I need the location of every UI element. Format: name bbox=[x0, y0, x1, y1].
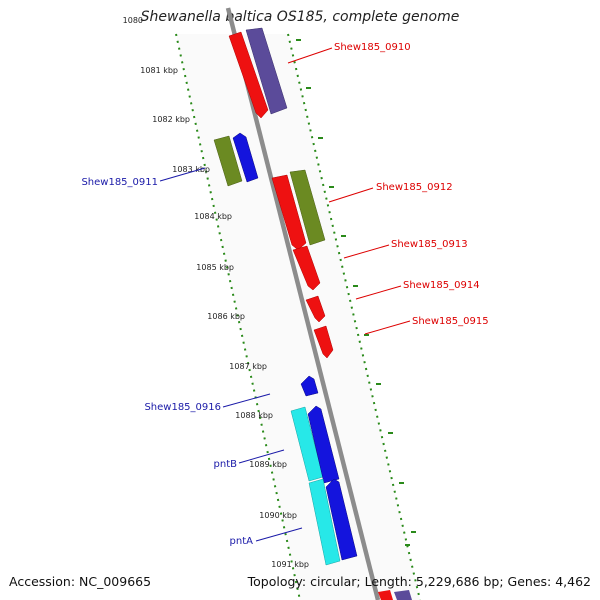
genome-summary-label: Topology: circular; Length: 5,229,686 bp… bbox=[247, 574, 591, 589]
gene-arrow-0912-olive bbox=[289, 169, 326, 246]
gene-arrow-0911-olive bbox=[213, 135, 243, 187]
gene-label-shew185-0912: Shew185_0912 bbox=[376, 182, 453, 193]
genome-backbone bbox=[225, 7, 381, 600]
leader-0911 bbox=[159, 167, 206, 182]
leader-0914 bbox=[355, 285, 402, 300]
tick-label-1086: 1086 kbp bbox=[207, 312, 245, 321]
gene-arrow-0915-red bbox=[313, 325, 334, 359]
gene-label-shew185-0910: Shew185_0910 bbox=[334, 42, 411, 53]
outer-tick-marks bbox=[296, 39, 416, 546]
tick-label-1081: 1081 kbp bbox=[140, 66, 178, 75]
gene-arrow-pntA-cyan bbox=[308, 478, 341, 566]
gene-label-shew185-0915: Shew185_0915 bbox=[412, 316, 489, 327]
gene-arrow-0910-red bbox=[228, 31, 269, 119]
gene-label-shew185-0916: Shew185_0916 bbox=[144, 402, 221, 413]
tick-label-1090: 1090 kbp bbox=[259, 511, 297, 520]
tick-label-1083: 1083 kbp bbox=[172, 165, 210, 174]
gene-label-shew185-0913: Shew185_0913 bbox=[391, 239, 468, 250]
outer-tick-track bbox=[287, 33, 421, 600]
tick-label-1087: 1087 kbp bbox=[229, 362, 267, 371]
gene-label-shew185-0911: Shew185_0911 bbox=[81, 177, 158, 188]
gene-label-pntb: pntB bbox=[214, 459, 238, 470]
gene-arrow-pntB-blue bbox=[307, 405, 340, 484]
leader-0912 bbox=[328, 187, 374, 203]
tick-label-1082: 1082 kbp bbox=[152, 115, 190, 124]
gene-arrow-bottom-purple bbox=[394, 590, 412, 600]
leader-0915 bbox=[364, 320, 411, 335]
gene-arrow-0912-red bbox=[271, 174, 307, 251]
leader-pntB bbox=[238, 449, 285, 464]
gene-arrow-bottom-red bbox=[378, 590, 393, 600]
gene-arrow-0913-red bbox=[292, 245, 321, 291]
leader-pntA bbox=[255, 527, 303, 542]
tick-label-1088: 1088 kbp bbox=[235, 411, 273, 420]
leader-0916 bbox=[222, 393, 271, 408]
tick-label-1084: 1084 kbp bbox=[194, 212, 232, 221]
gene-label-pnta: pntA bbox=[230, 536, 254, 547]
map-title: Shewanella baltica OS185, complete genom… bbox=[140, 9, 460, 25]
tick-label-1089: 1089 kbp bbox=[249, 460, 287, 469]
gene-arrow-0911-blue bbox=[232, 132, 259, 183]
gene-arrow-0914-red bbox=[305, 295, 326, 323]
gene-arrow-pntA-blue bbox=[325, 478, 358, 561]
gene-label-shew185-0914: Shew185_0914 bbox=[403, 280, 480, 291]
tick-label-1080: 1080 bbox=[123, 16, 143, 25]
leader-0913 bbox=[343, 244, 390, 259]
leader-0910 bbox=[287, 47, 333, 64]
tick-label-1085: 1085 kbp bbox=[196, 263, 234, 272]
gene-arrow-0910-purple bbox=[245, 27, 288, 115]
accession-label: Accession: NC_009665 bbox=[9, 574, 152, 589]
gene-arrow-0916-blue bbox=[300, 375, 319, 397]
tick-label-1091: 1091 kbp bbox=[271, 560, 309, 569]
